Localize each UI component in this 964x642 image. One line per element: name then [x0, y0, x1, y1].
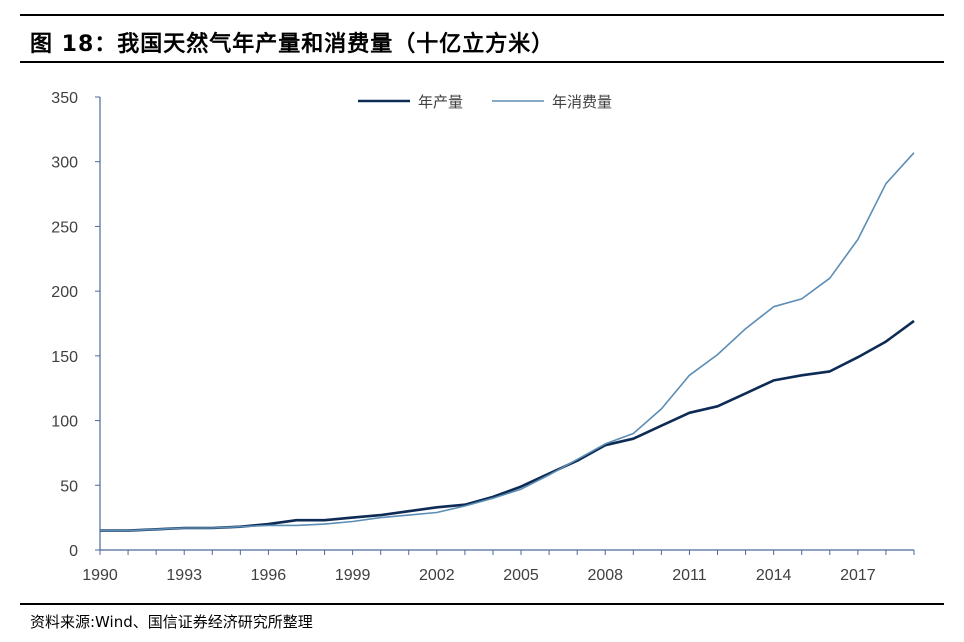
x-tick-label: 2014	[756, 567, 792, 584]
y-tick-label: 200	[51, 284, 78, 301]
x-tick-label: 1999	[335, 567, 371, 584]
line-chart: 0 50 100 150 200 250 300 350 1990 1993 1996 1999 200…	[51, 90, 915, 584]
bottom-rule	[20, 603, 944, 605]
x-tick-label: 2011	[672, 567, 707, 584]
chart-title: 图 18：我国天然气年产量和消费量（十亿立方米）	[30, 32, 555, 57]
y-tick-label: 0	[69, 543, 78, 560]
chart-series	[100, 152, 915, 532]
x-tick-label: 1993	[166, 567, 202, 584]
x-tick-label: 2017	[840, 567, 876, 584]
series-line	[100, 152, 915, 532]
y-tick-label: 100	[51, 414, 78, 431]
legend-label: 年消费量	[552, 93, 612, 111]
legend-label: 年产量	[418, 93, 463, 111]
y-tick-label: 50	[60, 478, 78, 495]
title-rule	[20, 61, 944, 63]
x-tick-label: 2008	[587, 567, 623, 584]
source-note: 资料来源:Wind、国信证券经济研究所整理	[30, 613, 313, 631]
top-rule	[20, 14, 944, 16]
y-tick-label: 250	[51, 219, 78, 236]
x-tick-label: 2002	[419, 567, 455, 584]
x-tick-label: 1990	[82, 567, 118, 584]
x-tick-label: 2005	[503, 567, 539, 584]
y-tick-label: 150	[51, 349, 78, 366]
x-tick-label: 1996	[251, 567, 287, 584]
y-tick-label: 300	[51, 155, 78, 172]
y-tick-label: 350	[51, 90, 78, 107]
chart-axes: 0 50 100 150 200 250 300 350 1990 1993 1996 1999 200…	[51, 90, 915, 584]
series-line	[100, 319, 915, 532]
chart-legend: 年产量 年消费量	[358, 93, 612, 111]
